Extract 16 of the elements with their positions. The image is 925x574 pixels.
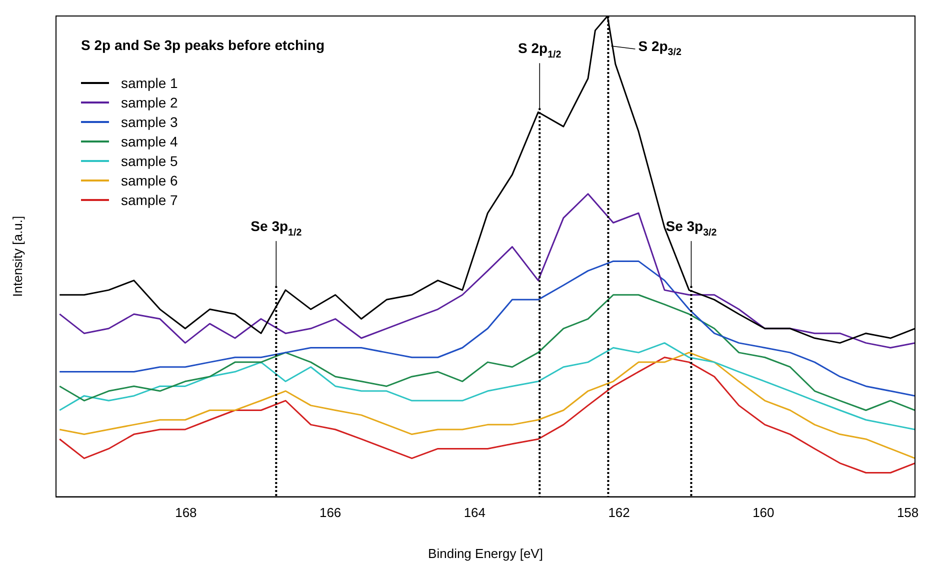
x-tick-label: 168	[175, 505, 197, 520]
x-tick-label: 160	[752, 505, 774, 520]
legend-label: sample 6	[121, 172, 178, 188]
legend-label: sample 3	[121, 114, 178, 130]
legend-label: sample 7	[121, 192, 178, 208]
x-tick-label: 166	[319, 505, 342, 520]
text: S 2p and Se 3p peaks before etching	[81, 37, 325, 53]
x-tick-label: 162	[608, 505, 630, 520]
x-tick-label: 164	[464, 505, 486, 520]
legend-label: sample 1	[121, 75, 178, 91]
legend-label: sample 5	[121, 153, 178, 169]
x-tick-label: 158	[896, 505, 919, 520]
x-axis-title: Binding Energy [eV]	[428, 546, 543, 561]
legend-label: sample 2	[121, 94, 178, 110]
y-axis-title: Intensity [a.u.]	[10, 216, 25, 297]
legend-label: sample 4	[121, 134, 178, 150]
